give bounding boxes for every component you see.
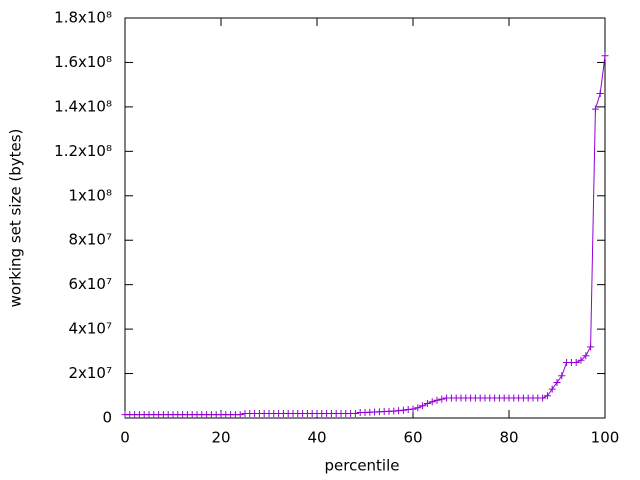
data-point [433, 396, 441, 404]
x-tick-label: 40 [307, 429, 326, 447]
data-point [539, 394, 547, 402]
y-tick-label: 8x10⁷ [68, 231, 112, 249]
y-tick-label: 4x10⁷ [68, 320, 112, 338]
data-point [438, 395, 446, 403]
y-tick-label: 1x10⁸ [68, 186, 112, 204]
data-point [414, 404, 422, 412]
x-tick-label: 0 [120, 429, 130, 447]
data-point [548, 385, 556, 393]
data-point [423, 400, 431, 408]
plot-border [124, 17, 606, 419]
y-tick-label: 1.4x10⁸ [54, 97, 112, 115]
data-point [577, 356, 585, 364]
x-axis-label: percentile [324, 457, 399, 475]
data-point [601, 52, 609, 60]
data-point [553, 378, 561, 386]
data-point [236, 411, 244, 419]
x-tick-label: 80 [499, 429, 518, 447]
x-tick-label: 20 [211, 429, 230, 447]
data-point [399, 406, 407, 414]
y-axis-label: working set size (bytes) [7, 129, 25, 308]
data-point [351, 410, 359, 418]
y-tick-label: 0 [102, 409, 112, 427]
y-tick-label: 2x10⁷ [68, 364, 112, 382]
y-tick-label: 1.8x10⁸ [54, 9, 112, 27]
data-point [428, 398, 436, 406]
data-point [558, 372, 566, 380]
data-point [582, 352, 590, 360]
x-tick-label: 100 [591, 429, 620, 447]
data-point [572, 358, 580, 366]
data-line [125, 55, 606, 416]
data-point [591, 105, 599, 113]
data-point [543, 392, 551, 400]
data-point [409, 405, 417, 413]
y-tick-label: 1.2x10⁸ [54, 142, 112, 160]
data-point [596, 90, 604, 98]
data-point [587, 343, 595, 351]
y-tick-label: 6x10⁷ [68, 275, 112, 293]
x-tick-label: 60 [403, 429, 422, 447]
y-tick-label: 1.6x10⁸ [54, 53, 112, 71]
data-point [419, 402, 427, 410]
